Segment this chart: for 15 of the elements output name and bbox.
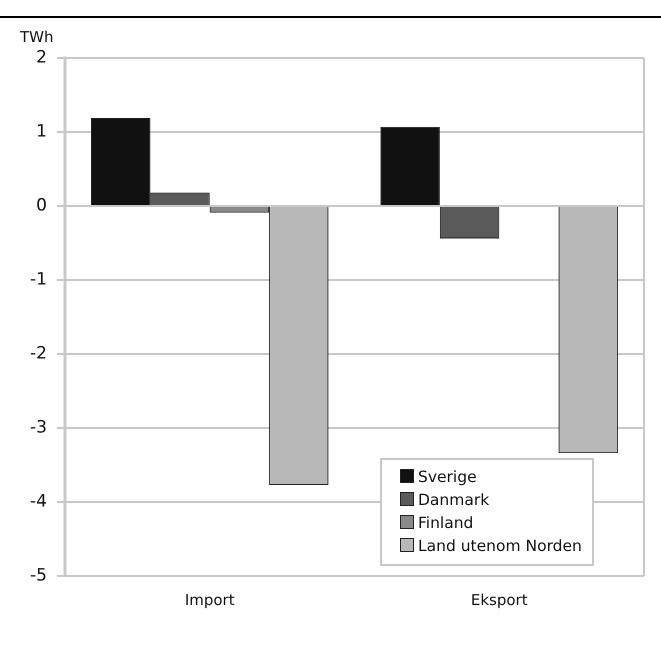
y-tick-label: 1 [36,121,47,142]
x-tick-label: Eksport [470,590,528,609]
legend-label: Sverige [417,467,478,488]
y-tick-label: -1 [30,269,47,290]
y-tick-label: -5 [30,565,47,586]
y-axis-title: TWh [20,28,54,46]
y-tick-label: 2 [36,47,47,68]
y-tick-label: -3 [30,417,47,438]
y-tick-label: -2 [30,343,47,364]
legend-label: Danmark [417,490,490,511]
legend-label: Land utenom Norden [417,536,582,557]
x-tick-label: Import [184,590,235,609]
legend-label: Finland [417,513,474,534]
y-tick-label: -4 [30,491,47,512]
y-tick-label: 0 [36,195,47,216]
